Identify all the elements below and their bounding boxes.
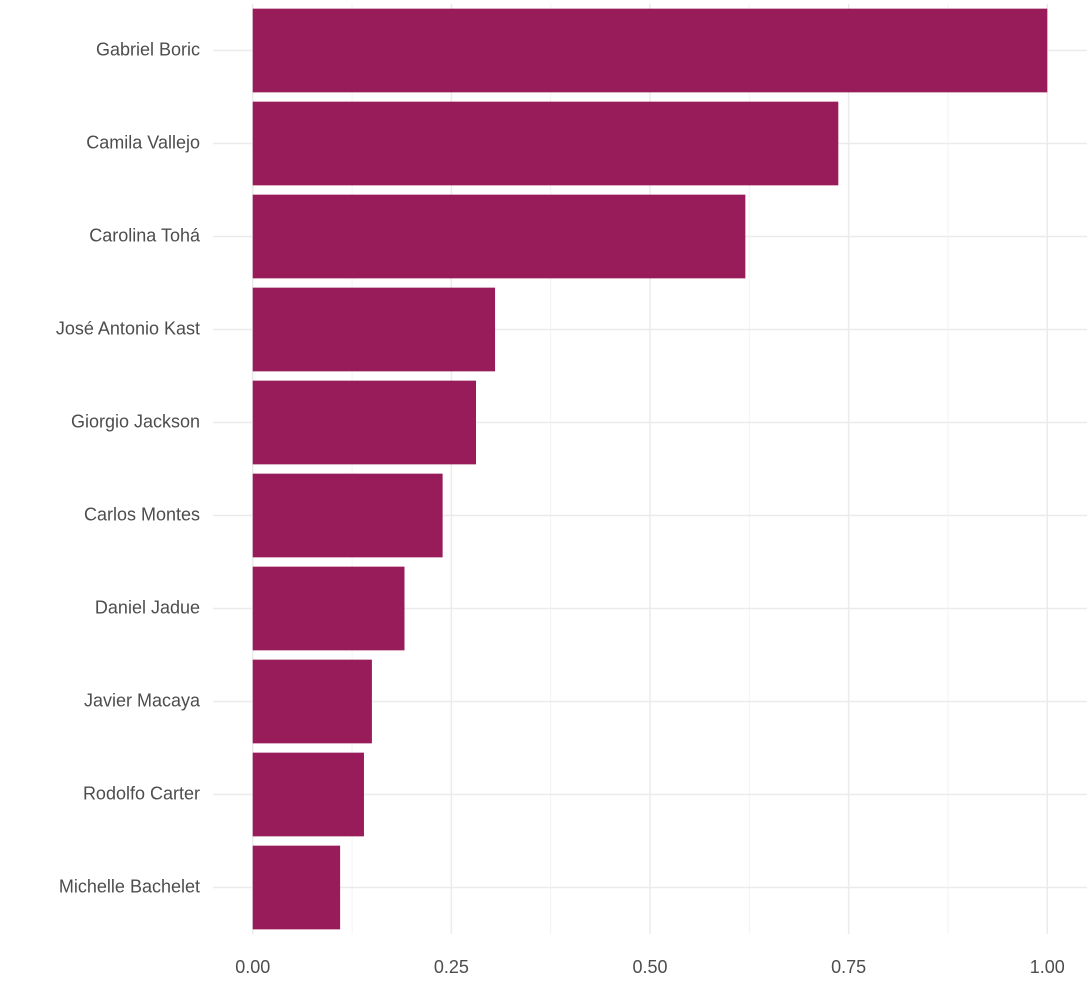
x-tick-label: 0.75: [831, 957, 866, 977]
y-tick-label: Camila Vallejo: [86, 132, 200, 152]
bar: [252, 566, 405, 651]
y-tick-label: Gabriel Boric: [96, 39, 200, 59]
y-tick-label: Giorgio Jackson: [71, 411, 200, 431]
bar: [252, 101, 839, 186]
bar: [252, 380, 476, 465]
bar: [252, 845, 341, 930]
y-tick-label: Carolina Tohá: [89, 225, 201, 245]
bar: [252, 194, 746, 279]
y-tick-label: Daniel Jadue: [95, 597, 200, 617]
x-tick-label: 0.00: [235, 957, 270, 977]
x-tick-label: 0.25: [434, 957, 469, 977]
y-tick-label: Carlos Montes: [84, 504, 200, 524]
bar: [252, 659, 372, 744]
x-tick-label: 1.00: [1030, 957, 1065, 977]
y-tick-label: Javier Macaya: [84, 690, 201, 710]
x-tick-label: 0.50: [632, 957, 667, 977]
bar: [252, 287, 496, 372]
y-tick-label: Rodolfo Carter: [83, 783, 200, 803]
bar: [252, 8, 1048, 93]
y-tick-label: José Antonio Kast: [56, 318, 200, 338]
y-tick-label: Michelle Bachelet: [59, 876, 200, 896]
bar: [252, 473, 443, 558]
bar: [252, 752, 364, 837]
